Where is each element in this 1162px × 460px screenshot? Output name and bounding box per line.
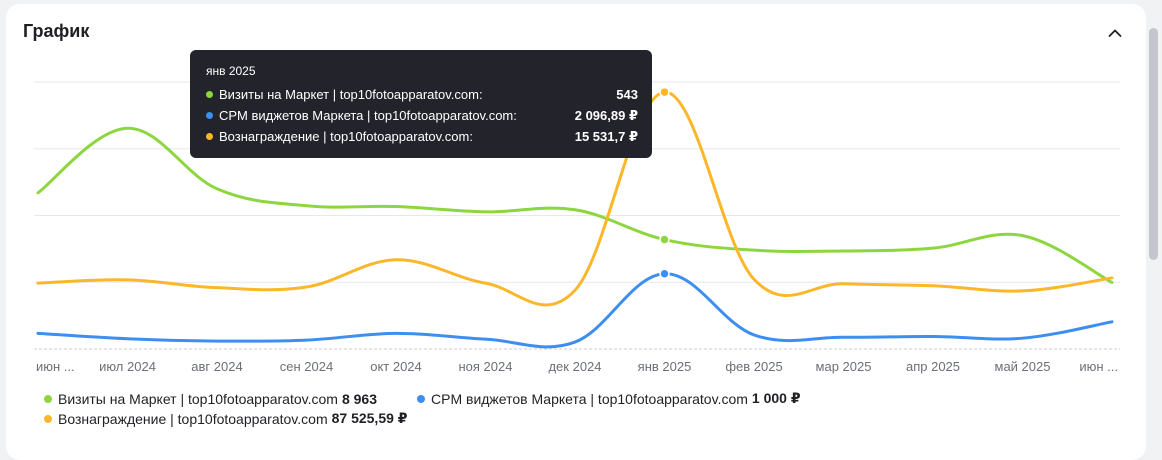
collapse-button[interactable] bbox=[1102, 20, 1128, 46]
series-cpm-line bbox=[36, 272, 1114, 349]
tooltip-label: Визиты на Маркет | top10fotoapparatov.co… bbox=[219, 87, 483, 102]
legend-item-cpm[interactable]: CPM виджетов Маркета | top10fotoapparato… bbox=[417, 390, 801, 407]
tooltip-value: 543 bbox=[616, 87, 638, 102]
x-tick-label: апр 2025 bbox=[906, 359, 960, 374]
legend-marker bbox=[44, 394, 52, 403]
card-title: График bbox=[23, 21, 90, 41]
tooltip-row: Визиты на Маркет | top10fotoapparatov.co… bbox=[206, 84, 638, 105]
x-tick-label: янв 2025 bbox=[638, 359, 692, 374]
legend-item-visits[interactable]: Визиты на Маркет | top10fotoapparatov.co… bbox=[44, 390, 377, 407]
series-reward-point bbox=[659, 86, 670, 98]
chevron-up-icon bbox=[1108, 29, 1122, 37]
series-cpm-point bbox=[659, 268, 670, 279]
legend: Визиты на Маркет | top10fotoapparatov.co… bbox=[44, 390, 1004, 427]
x-tick-label: июл 2024 bbox=[99, 359, 156, 374]
x-tick-label: июн ... bbox=[1079, 359, 1118, 374]
legend-total: 87 525,59 ₽ bbox=[331, 410, 408, 426]
tooltip-marker bbox=[206, 91, 213, 98]
x-tick-label: дек 2024 bbox=[548, 359, 601, 374]
legend-marker bbox=[417, 394, 425, 403]
legend-marker bbox=[44, 414, 52, 423]
tooltip-row: Вознаграждение | top10fotoapparatov.com:… bbox=[206, 126, 638, 147]
tooltip-marker bbox=[206, 112, 213, 119]
chart-tooltip: янв 2025 Визиты на Маркет | top10fotoapp… bbox=[190, 50, 652, 158]
series-reward-line bbox=[36, 90, 1114, 307]
x-tick-label: сен 2024 bbox=[280, 359, 333, 374]
x-tick-label: фев 2025 bbox=[725, 359, 782, 374]
legend-label: CPM виджетов Маркета | top10fotoapparato… bbox=[431, 390, 748, 407]
x-tick-label: июн ... bbox=[36, 359, 75, 374]
series-visits-line bbox=[36, 126, 1114, 284]
tooltip-label: CPM виджетов Маркета | top10fotoapparato… bbox=[219, 108, 517, 123]
x-tick-label: май 2025 bbox=[995, 359, 1051, 374]
series-visits-point bbox=[659, 234, 670, 245]
tooltip-marker bbox=[206, 133, 213, 140]
legend-item-reward[interactable]: Вознаграждение | top10fotoapparatov.com … bbox=[44, 410, 408, 427]
tooltip-value: 15 531,7 ₽ bbox=[574, 128, 638, 144]
x-tick-label: окт 2024 bbox=[370, 359, 422, 374]
legend-label: Визиты на Маркет | top10fotoapparatov.co… bbox=[58, 390, 338, 407]
legend-label: Вознаграждение | top10fotoapparatov.com bbox=[58, 410, 328, 427]
legend-total: 1 000 ₽ bbox=[751, 390, 801, 406]
tooltip-value: 2 096,89 ₽ bbox=[574, 107, 638, 123]
tooltip-label: Вознаграждение | top10fotoapparatov.com: bbox=[219, 129, 473, 144]
x-tick-label: авг 2024 bbox=[191, 359, 242, 374]
tooltip-row: CPM виджетов Маркета | top10fotoapparato… bbox=[206, 105, 638, 126]
legend-total: 8 963 bbox=[341, 390, 377, 407]
x-tick-label: мар 2025 bbox=[816, 359, 872, 374]
x-tick-label: ноя 2024 bbox=[459, 359, 513, 374]
scrollbar[interactable] bbox=[1149, 28, 1158, 260]
tooltip-title: янв 2025 bbox=[206, 64, 256, 78]
